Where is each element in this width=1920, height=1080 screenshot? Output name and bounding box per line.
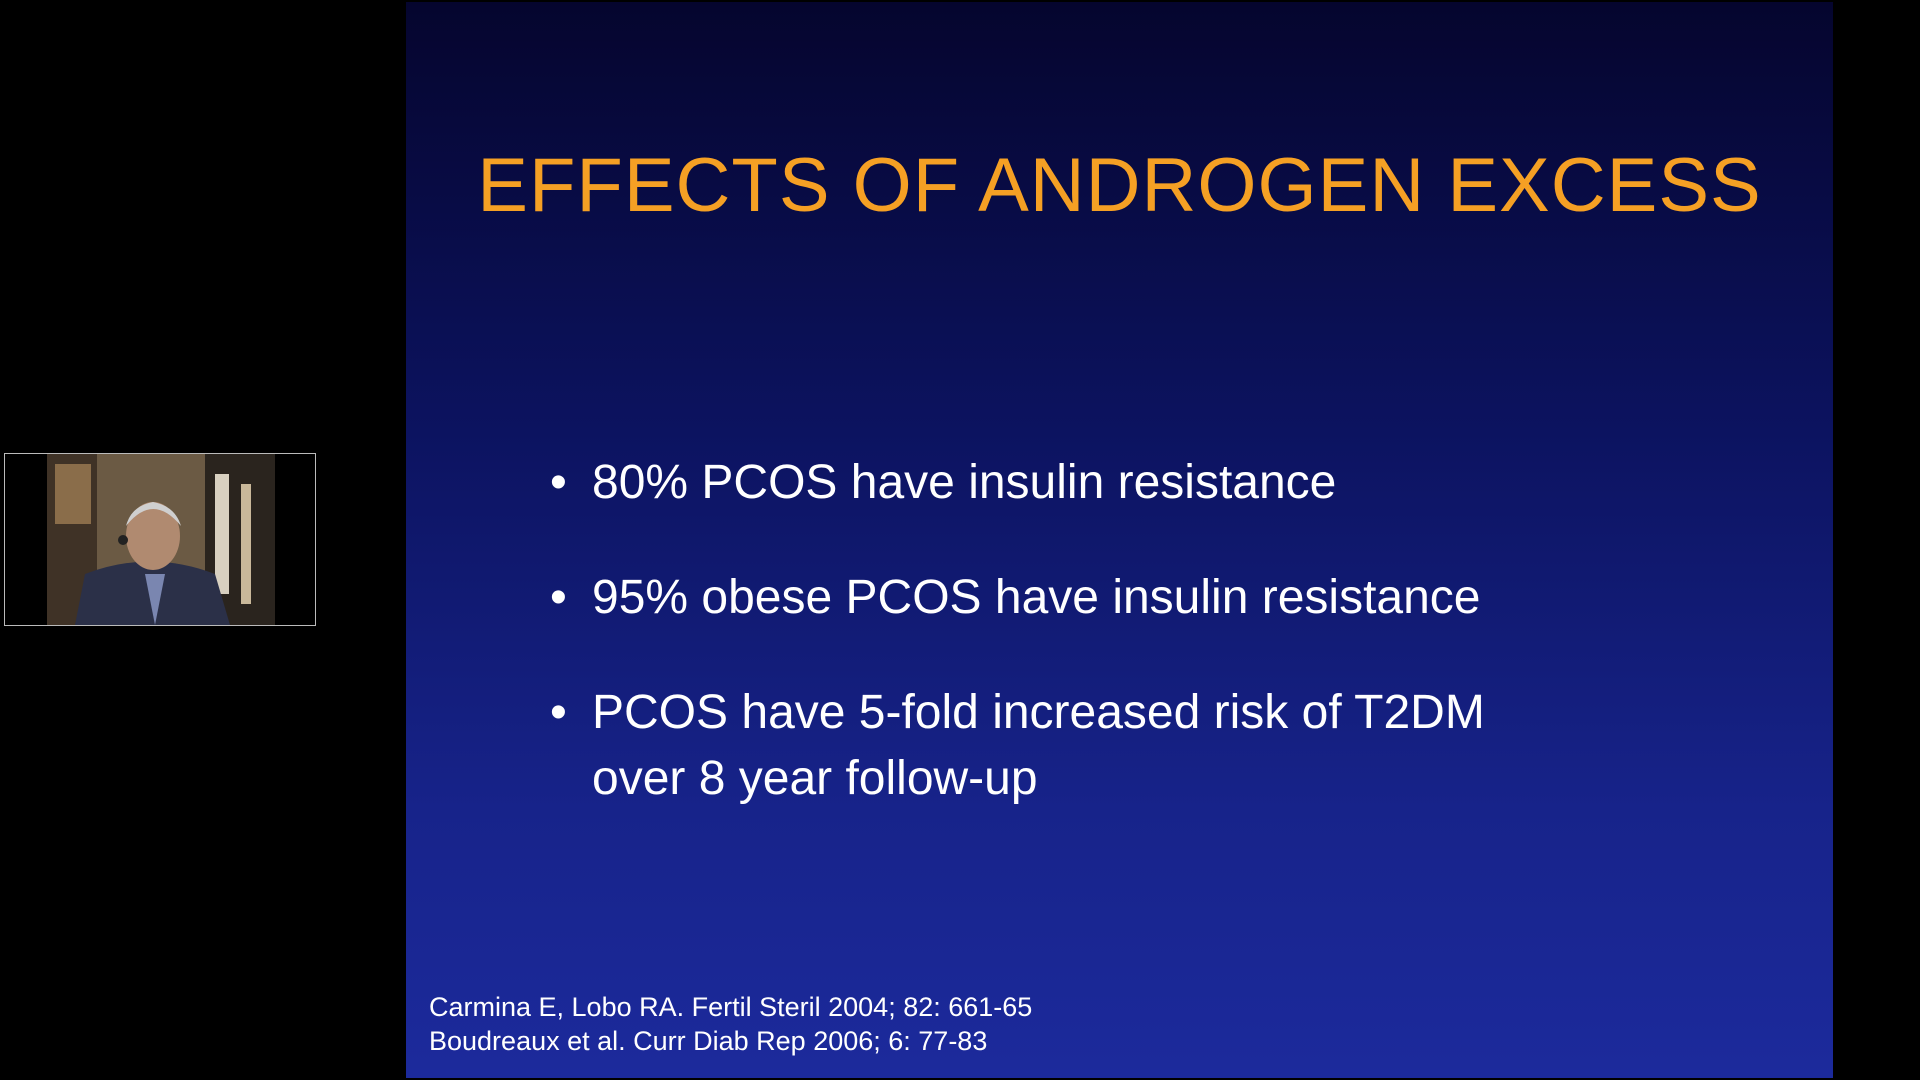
- bullet-text: PCOS have 5-fold increased risk of T2DM: [592, 686, 1485, 739]
- slide: EFFECTS OF ANDROGEN EXCESS • 80% PCOS hav…: [406, 2, 1833, 1078]
- bullet-text: 80% PCOS have insulin resistance: [592, 456, 1337, 509]
- bullet-text: over 8 year follow-up: [592, 752, 1038, 805]
- reference: Boudreaux et al. Curr Diab Rep 2006; 6: …: [429, 1026, 988, 1056]
- bullet-dot: •: [550, 686, 567, 739]
- webcam-thumbnail[interactable]: [4, 453, 316, 626]
- bullet-text: 95% obese PCOS have insulin resistance: [592, 571, 1481, 624]
- reference: Carmina E, Lobo RA. Fertil Steril 2004; …: [429, 992, 1033, 1022]
- bullet-dot: •: [550, 456, 567, 509]
- bullet-item: • 80% PCOS have insulin resistance: [550, 450, 1337, 516]
- bullet-item: • 95% obese PCOS have insulin resistance: [550, 565, 1481, 631]
- webcam-video: [47, 454, 275, 625]
- bullet-item: • PCOS have 5-fold increased risk of T2DM…: [550, 680, 1485, 812]
- slide-title: EFFECTS OF ANDROGEN EXCESS: [477, 143, 1762, 228]
- references: Carmina E, Lobo RA. Fertil Steril 2004; …: [429, 990, 1032, 1058]
- bullet-dot: •: [550, 571, 567, 624]
